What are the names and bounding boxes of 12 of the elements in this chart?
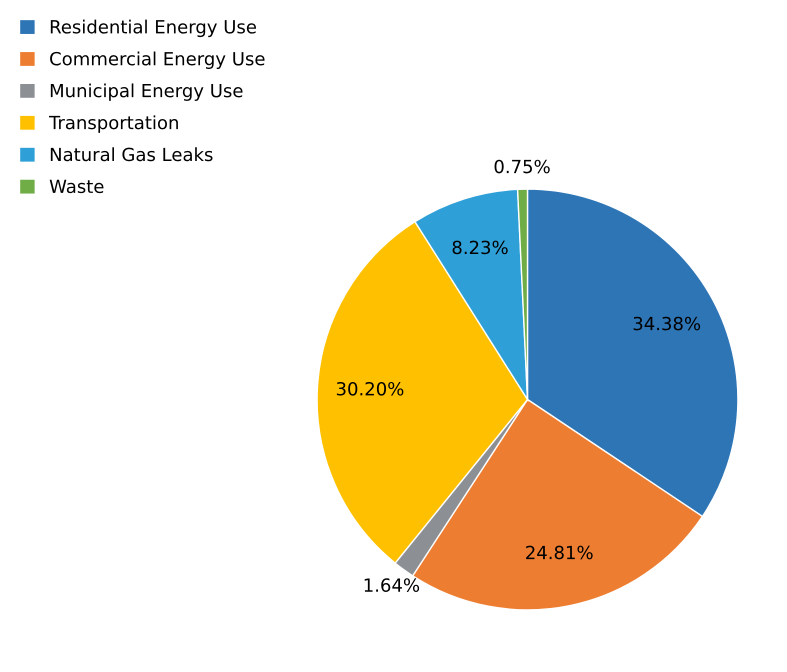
legend-label: Transportation <box>49 115 178 133</box>
data-label: 1.64% <box>364 578 420 592</box>
legend-label: Commercial Energy Use <box>50 52 265 70</box>
data-label: 30.20% <box>336 382 404 396</box>
data-label: 8.23% <box>452 240 508 254</box>
legend-label: Residential Energy Use <box>50 20 256 38</box>
legend-label: Waste <box>50 180 104 194</box>
data-label: 24.81% <box>526 546 593 560</box>
data-label: 34.38% <box>634 316 700 330</box>
legend-label: Natural Gas Leaks <box>50 147 213 162</box>
legend-label: Municipal Energy Use <box>50 83 243 101</box>
data-label: 0.75% <box>494 160 550 174</box>
